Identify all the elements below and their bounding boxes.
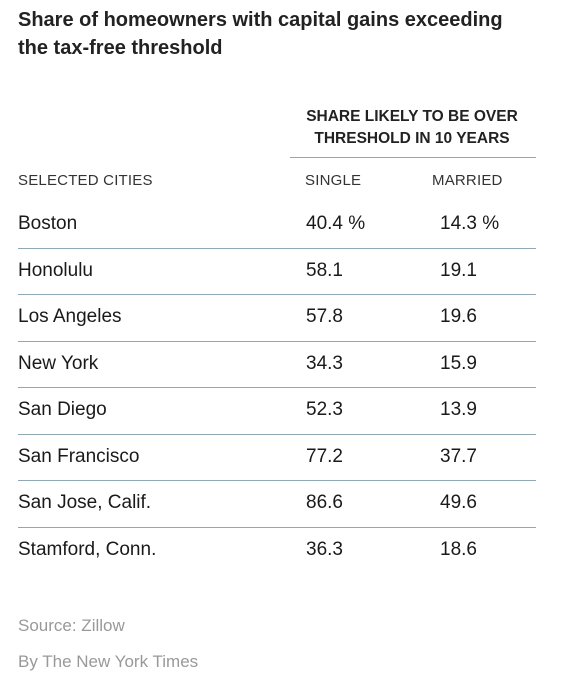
row-divider: [18, 387, 536, 388]
row-divider: [18, 526, 536, 528]
married-value-cell: 18.6: [440, 538, 477, 560]
single-value-cell: 58.1: [306, 259, 343, 281]
city-cell: Honolulu: [18, 259, 93, 281]
table-row: San Francisco 77.2 37.7: [0, 435, 561, 481]
table-row: San Jose, Calif. 86.6 49.6: [0, 481, 561, 528]
single-value-cell: 52.3: [306, 399, 343, 420]
table-row: San Diego 52.3 13.9: [0, 388, 561, 435]
single-value-cell: 86.6: [306, 492, 343, 513]
row-divider: [18, 433, 536, 435]
city-cell: New York: [18, 352, 99, 374]
row-divider: [18, 247, 536, 249]
column-header-married: MARRIED: [432, 172, 503, 189]
table-body: Boston 40.4 % 14.3 % Honolulu 58.1 19.1 Los An…: [0, 202, 561, 574]
single-value-cell: 36.3: [306, 538, 343, 560]
source-note: Source: Zillow: [18, 616, 125, 635]
row-divider: [18, 294, 536, 295]
married-value-cell: 37.7: [440, 445, 477, 467]
city-cell: San Diego: [18, 399, 107, 420]
table-row: Los Angeles 57.8 19.6: [0, 295, 561, 342]
married-value-cell: 19.1: [440, 259, 477, 281]
table-row: Honolulu 58.1 19.1: [0, 249, 561, 295]
table-row: Boston 40.4 % 14.3 %: [0, 202, 561, 249]
chart-title: Share of homeowners with capital gains e…: [18, 9, 503, 59]
married-value-cell: 15.9: [440, 352, 477, 374]
city-cell: San Francisco: [18, 445, 140, 467]
city-cell: Los Angeles: [18, 306, 122, 327]
row-divider: [18, 480, 536, 481]
single-value-cell: 77.2: [306, 445, 343, 467]
single-value-cell: 34.3: [306, 352, 343, 374]
single-value-cell: 40.4 %: [306, 213, 366, 234]
married-value-cell: 19.6: [440, 306, 477, 327]
married-value-cell: 13.9: [440, 399, 477, 420]
row-divider: [18, 340, 536, 342]
column-header-single: SINGLE: [305, 172, 362, 189]
city-cell: San Jose, Calif.: [18, 492, 152, 513]
table-row: Stamford, Conn. 36.3 18.6: [0, 528, 561, 575]
city-cell: Stamford, Conn.: [18, 538, 157, 560]
married-value-cell: 49.6: [440, 492, 477, 513]
married-value-cell: 14.3 %: [440, 213, 500, 234]
credit-note: By The New York Times: [18, 652, 199, 671]
column-header-city: SELECTED CITIES: [18, 172, 153, 189]
group-header-rule: [290, 157, 536, 158]
single-value-cell: 57.8: [306, 306, 343, 327]
city-cell: Boston: [18, 213, 78, 234]
group-column-header: SHARE LIKELY TO BE OVER THRESHOLD IN 10 …: [306, 108, 518, 147]
table-row: New York 34.3 15.9: [0, 342, 561, 388]
